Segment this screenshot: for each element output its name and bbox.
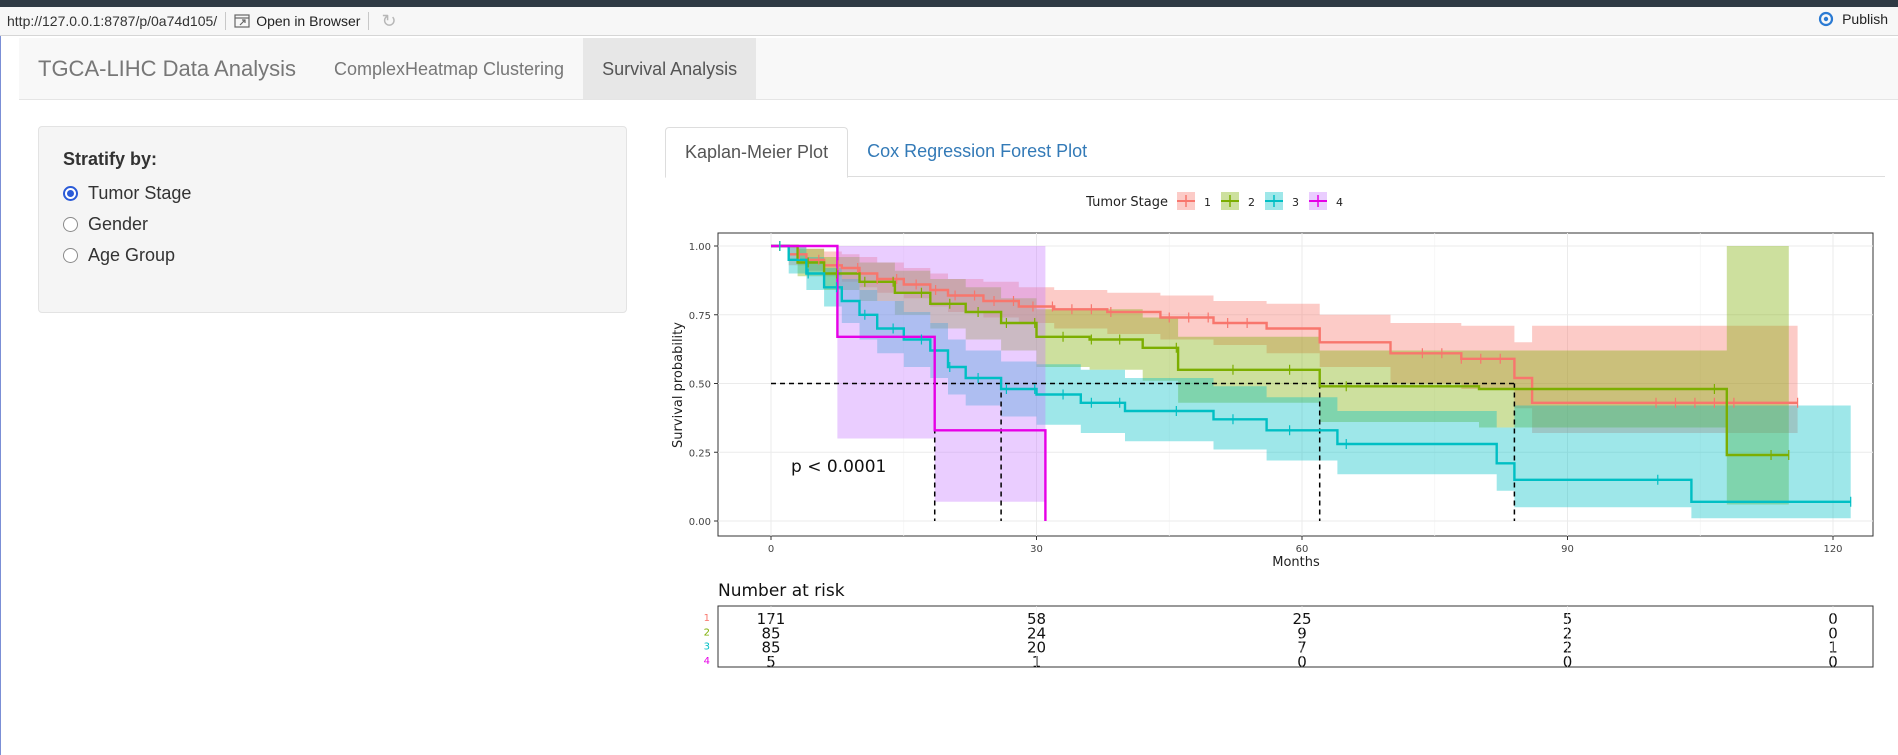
plot-tabs: Kaplan-Meier Plot Cox Regression Forest … (665, 127, 1885, 177)
open-in-browser-button[interactable]: Open in Browser (234, 13, 360, 29)
radio-button[interactable] (63, 217, 78, 232)
risk-row-label: 1 (704, 613, 710, 624)
legend-label-3: 3 (1292, 196, 1299, 209)
viewer-left-border (0, 36, 1, 755)
toolbar-divider (225, 12, 226, 30)
open-browser-icon (234, 14, 250, 28)
stratify-label: Stratify by: (63, 149, 602, 170)
y-tick-label: 1.00 (689, 242, 711, 253)
radio-gender[interactable]: Gender (63, 209, 602, 240)
nav-survival-analysis[interactable]: Survival Analysis (583, 38, 756, 99)
publish-label: Publish (1842, 11, 1888, 27)
x-tick-label: 120 (1823, 544, 1842, 555)
legend-label-4: 4 (1336, 196, 1343, 209)
km-plot-svg: Tumor Stage 1 2 3 4 0 30 60 90 120 0.00 0.25 0.50 0… (665, 180, 1885, 680)
x-tick-label: 90 (1561, 544, 1574, 555)
y-tick-label: 0.75 (689, 311, 711, 322)
y-tick-label: 0.25 (689, 448, 711, 459)
y-axis-title: Survival probability (671, 322, 686, 448)
radio-button-checked[interactable] (63, 186, 78, 201)
x-axis-title: Months (1272, 555, 1320, 570)
publish-icon (1816, 11, 1836, 27)
toolbar-divider (368, 12, 369, 30)
radio-tumor-stage[interactable]: Tumor Stage (63, 178, 602, 209)
legend: Tumor Stage 1 2 3 4 (1085, 192, 1343, 210)
legend-label-1: 1 (1204, 196, 1211, 209)
legend-items: 1 2 3 4 (1177, 192, 1343, 210)
km-plot: Tumor Stage 1 2 3 4 0 30 60 90 120 0.00 0.25 0.50 0… (665, 180, 1885, 680)
radio-label: Gender (88, 214, 148, 235)
risk-table-title: Number at risk (718, 581, 845, 601)
x-tick-label: 60 (1296, 544, 1309, 555)
y-tick-label: 0.50 (689, 380, 711, 391)
window-top-strip (0, 0, 1898, 7)
x-tick-label: 0 (768, 544, 774, 555)
risk-row-label: 2 (704, 627, 710, 638)
radio-label: Age Group (88, 245, 175, 266)
legend-label-2: 2 (1248, 196, 1255, 209)
tab-cox-forest[interactable]: Cox Regression Forest Plot (848, 127, 1106, 177)
open-in-browser-label: Open in Browser (256, 13, 360, 29)
publish-button[interactable]: Publish (1816, 11, 1888, 27)
viewer-toolbar: http://127.0.0.1:8787/p/0a74d105/ Open i… (0, 7, 1898, 36)
x-tick-label: 30 (1030, 544, 1043, 555)
url-text: http://127.0.0.1:8787/p/0a74d105/ (7, 13, 217, 29)
radio-button[interactable] (63, 248, 78, 263)
radio-age-group[interactable]: Age Group (63, 240, 602, 271)
y-tick-label: 0.00 (689, 517, 711, 528)
risk-row-label: 4 (704, 656, 710, 667)
sidebar-panel: Stratify by: Tumor Stage Gender Age Grou… (38, 126, 627, 313)
navbar: TGCA-LIHC Data Analysis ComplexHeatmap C… (19, 38, 1898, 100)
nav-complexheatmap-clustering[interactable]: ComplexHeatmap Clustering (315, 38, 583, 99)
navbar-brand[interactable]: TGCA-LIHC Data Analysis (19, 38, 315, 99)
risk-row-label: 3 (704, 642, 710, 653)
refresh-icon[interactable]: ↻ (381, 11, 396, 32)
p-value-annotation: p < 0.0001 (791, 457, 886, 477)
tab-kaplan-meier[interactable]: Kaplan-Meier Plot (665, 127, 848, 178)
legend-title: Tumor Stage (1085, 195, 1168, 210)
radio-label: Tumor Stage (88, 183, 191, 204)
